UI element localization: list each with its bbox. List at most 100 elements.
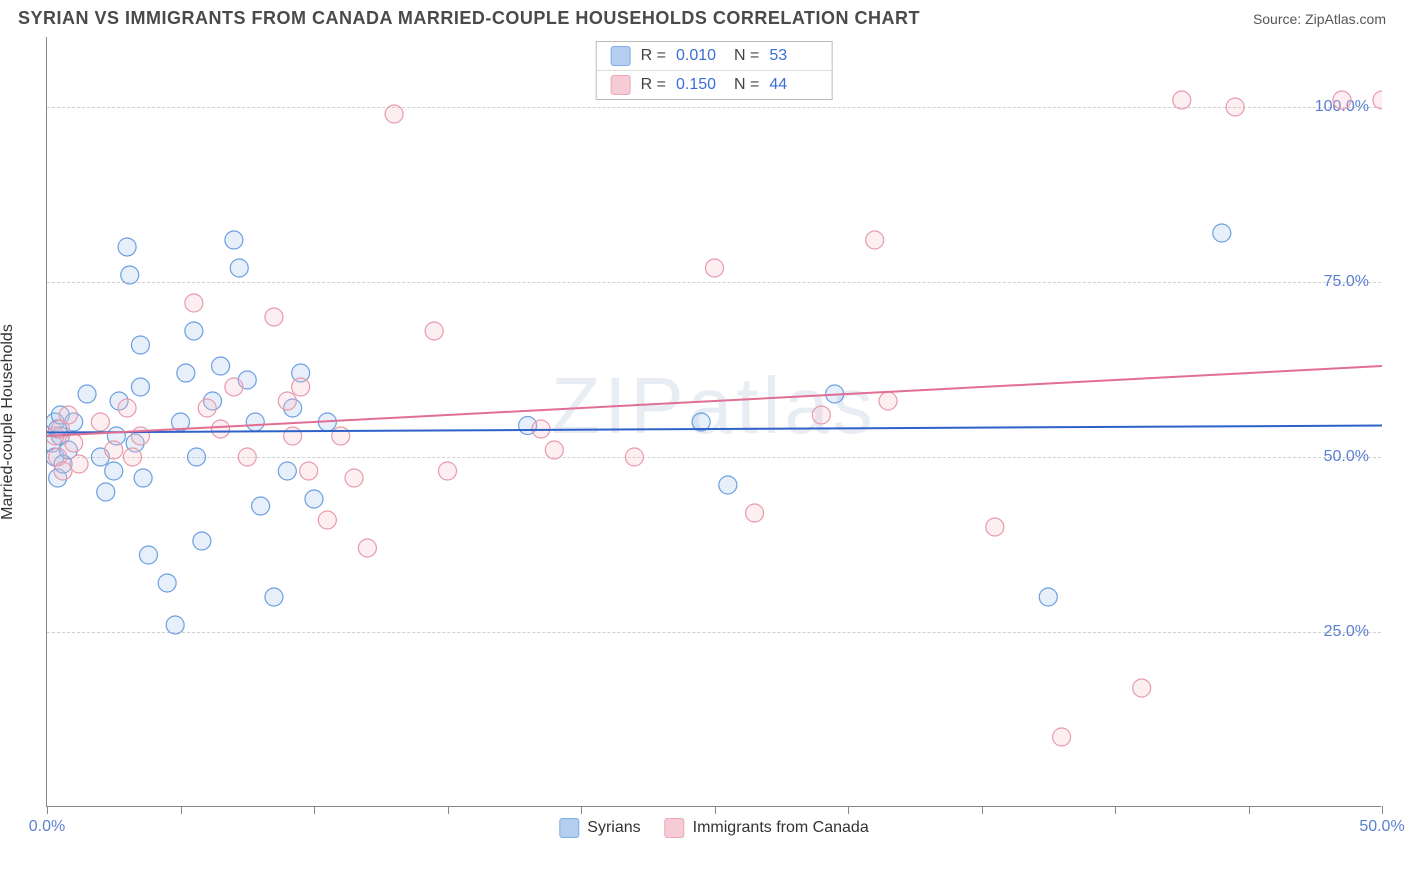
data-point-canada xyxy=(212,420,230,438)
data-point-canada xyxy=(1373,91,1382,109)
data-point-canada xyxy=(70,455,88,473)
data-point-syrians xyxy=(177,364,195,382)
data-point-canada xyxy=(105,441,123,459)
data-point-canada xyxy=(879,392,897,410)
data-point-canada xyxy=(318,511,336,529)
legend-series: Syrians Immigrants from Canada xyxy=(559,818,868,838)
data-point-syrians xyxy=(121,266,139,284)
legend-stats-box: R =0.010N =53R =0.150N =44 xyxy=(596,41,833,100)
x-tick xyxy=(581,806,582,814)
data-point-syrians xyxy=(826,385,844,403)
data-point-syrians xyxy=(134,469,152,487)
n-label: N = xyxy=(734,47,759,65)
data-point-syrians xyxy=(131,378,149,396)
x-tick xyxy=(1249,806,1250,814)
data-point-canada xyxy=(238,448,256,466)
data-point-syrians xyxy=(118,238,136,256)
data-point-canada xyxy=(1333,91,1351,109)
data-point-syrians xyxy=(265,588,283,606)
x-tick xyxy=(848,806,849,814)
data-point-syrians xyxy=(193,532,211,550)
data-point-canada xyxy=(292,378,310,396)
data-point-syrians xyxy=(246,413,264,431)
data-point-syrians xyxy=(318,413,336,431)
legend-label: Syrians xyxy=(587,819,640,837)
data-point-canada xyxy=(1226,98,1244,116)
legend-swatch xyxy=(559,818,579,838)
n-value: 53 xyxy=(769,47,817,65)
data-point-canada xyxy=(746,504,764,522)
legend-stats-row-syrians: R = 0.010 N = 53 xyxy=(597,42,832,71)
data-point-canada xyxy=(54,462,72,480)
r-value: 0.150 xyxy=(676,76,724,94)
x-tick-label: 50.0% xyxy=(1359,818,1404,836)
data-point-canada xyxy=(358,539,376,557)
data-point-syrians xyxy=(131,336,149,354)
data-point-canada xyxy=(706,259,724,277)
x-tick xyxy=(47,806,48,814)
data-point-canada xyxy=(545,441,563,459)
r-label: R = xyxy=(641,47,666,65)
data-point-canada xyxy=(986,518,1004,536)
data-point-syrians xyxy=(230,259,248,277)
x-tick-label: 0.0% xyxy=(29,818,65,836)
data-point-syrians xyxy=(212,357,230,375)
data-point-canada xyxy=(284,427,302,445)
data-point-canada xyxy=(425,322,443,340)
chart-title: SYRIAN VS IMMIGRANTS FROM CANADA MARRIED… xyxy=(18,8,920,29)
x-tick xyxy=(982,806,983,814)
n-value: 44 xyxy=(769,76,817,94)
x-tick xyxy=(715,806,716,814)
x-tick xyxy=(1382,806,1383,814)
x-tick xyxy=(448,806,449,814)
data-point-syrians xyxy=(1213,224,1231,242)
data-point-syrians xyxy=(692,413,710,431)
data-point-canada xyxy=(345,469,363,487)
x-tick xyxy=(314,806,315,814)
data-point-canada xyxy=(265,308,283,326)
scatter-points-layer xyxy=(47,37,1382,807)
data-point-canada xyxy=(185,294,203,312)
r-label: R = xyxy=(641,76,666,94)
data-point-canada xyxy=(812,406,830,424)
legend-item-canada: Immigrants from Canada xyxy=(665,818,869,838)
data-point-syrians xyxy=(188,448,206,466)
data-point-syrians xyxy=(225,231,243,249)
legend-stats-row-canada: R =0.150N =44 xyxy=(597,71,832,99)
legend-label: Immigrants from Canada xyxy=(693,819,869,837)
data-point-syrians xyxy=(158,574,176,592)
plot-area: ZIPatlas R =0.010N =53R =0.150N =44 Syri… xyxy=(46,37,1381,807)
data-point-syrians xyxy=(172,413,190,431)
data-point-syrians xyxy=(1039,588,1057,606)
data-point-canada xyxy=(532,420,550,438)
data-point-canada xyxy=(131,427,149,445)
data-point-canada xyxy=(1053,728,1071,746)
legend-swatch xyxy=(611,46,631,66)
data-point-syrians xyxy=(305,490,323,508)
legend-swatch xyxy=(611,75,631,95)
data-point-canada xyxy=(385,105,403,123)
data-point-canada xyxy=(625,448,643,466)
data-point-syrians xyxy=(97,483,115,501)
data-point-syrians xyxy=(139,546,157,564)
data-point-canada xyxy=(123,448,141,466)
x-tick xyxy=(181,806,182,814)
legend-swatch xyxy=(665,818,685,838)
data-point-canada xyxy=(278,392,296,410)
data-point-canada xyxy=(1173,91,1191,109)
data-point-syrians xyxy=(719,476,737,494)
data-point-canada xyxy=(300,462,318,480)
data-point-syrians xyxy=(278,462,296,480)
data-point-canada xyxy=(866,231,884,249)
x-tick xyxy=(1115,806,1116,814)
data-point-canada xyxy=(1133,679,1151,697)
data-point-syrians xyxy=(105,462,123,480)
r-value: 0.010 xyxy=(676,47,724,65)
source-label: Source: ZipAtlas.com xyxy=(1253,11,1386,27)
y-axis-label: Married-couple Households xyxy=(0,324,17,520)
data-point-syrians xyxy=(252,497,270,515)
data-point-canada xyxy=(59,406,77,424)
data-point-syrians xyxy=(166,616,184,634)
data-point-canada xyxy=(65,434,83,452)
data-point-syrians xyxy=(185,322,203,340)
